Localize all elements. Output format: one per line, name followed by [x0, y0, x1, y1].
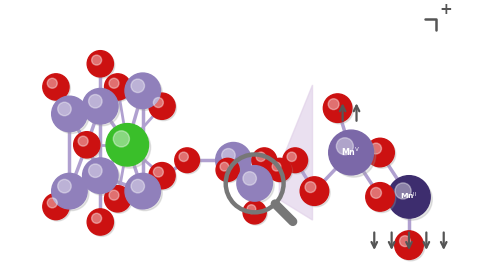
Circle shape [237, 166, 272, 201]
Circle shape [87, 51, 113, 77]
Circle shape [397, 233, 425, 261]
Circle shape [89, 164, 102, 177]
Circle shape [109, 78, 119, 88]
Circle shape [85, 160, 120, 195]
Circle shape [45, 195, 71, 221]
Circle shape [336, 138, 353, 155]
Circle shape [287, 152, 296, 161]
Circle shape [216, 158, 239, 181]
Circle shape [370, 143, 382, 154]
Circle shape [218, 160, 241, 183]
Circle shape [283, 148, 308, 172]
Circle shape [243, 172, 256, 185]
Circle shape [366, 138, 394, 167]
Circle shape [153, 167, 163, 177]
Circle shape [125, 73, 161, 108]
Circle shape [51, 96, 87, 132]
Circle shape [106, 188, 132, 213]
Circle shape [106, 76, 132, 101]
Circle shape [151, 95, 176, 121]
Circle shape [127, 76, 162, 110]
Circle shape [388, 176, 430, 218]
Circle shape [74, 132, 100, 158]
Circle shape [272, 162, 281, 171]
Circle shape [243, 201, 266, 224]
Circle shape [43, 74, 69, 100]
Circle shape [268, 158, 291, 181]
Circle shape [176, 150, 201, 174]
Circle shape [300, 177, 329, 205]
Circle shape [323, 94, 352, 123]
Circle shape [125, 173, 161, 209]
Circle shape [54, 176, 89, 211]
Circle shape [104, 186, 131, 212]
Circle shape [328, 99, 339, 110]
Circle shape [89, 52, 115, 78]
Polygon shape [279, 85, 313, 220]
Circle shape [247, 205, 256, 214]
Circle shape [85, 91, 120, 126]
Circle shape [220, 162, 229, 171]
Circle shape [366, 183, 394, 211]
Circle shape [399, 236, 411, 246]
Circle shape [285, 150, 309, 174]
Circle shape [153, 97, 163, 108]
Circle shape [131, 79, 145, 92]
Circle shape [179, 152, 188, 161]
Circle shape [252, 148, 277, 172]
Circle shape [395, 231, 423, 259]
Text: Mn$^{\mathsf{V}}$: Mn$^{\mathsf{V}}$ [342, 145, 361, 158]
Circle shape [175, 148, 199, 172]
Circle shape [302, 179, 330, 207]
Circle shape [45, 76, 71, 101]
Text: +: + [439, 2, 452, 17]
Circle shape [75, 134, 101, 159]
Circle shape [104, 74, 131, 100]
Circle shape [89, 211, 115, 237]
Circle shape [87, 209, 113, 235]
Circle shape [149, 93, 175, 119]
Circle shape [106, 124, 148, 166]
Circle shape [109, 127, 150, 168]
Circle shape [395, 183, 411, 199]
Circle shape [151, 164, 176, 190]
Circle shape [240, 168, 274, 203]
Circle shape [113, 131, 129, 147]
Circle shape [92, 213, 101, 223]
Circle shape [149, 163, 175, 189]
Circle shape [82, 89, 118, 124]
Circle shape [58, 179, 71, 193]
Circle shape [109, 190, 119, 200]
Circle shape [47, 78, 57, 88]
Circle shape [254, 150, 278, 174]
Circle shape [256, 152, 266, 161]
Circle shape [131, 179, 145, 193]
Circle shape [47, 198, 57, 208]
Circle shape [92, 55, 101, 65]
Circle shape [89, 94, 102, 108]
Circle shape [305, 182, 316, 193]
Circle shape [332, 133, 376, 177]
Circle shape [43, 193, 69, 220]
Circle shape [391, 179, 432, 220]
Circle shape [245, 202, 268, 225]
Circle shape [82, 158, 118, 193]
Text: Mn$^{\mathsf{II}}$: Mn$^{\mathsf{II}}$ [400, 190, 417, 202]
Circle shape [216, 142, 251, 178]
Circle shape [127, 176, 162, 211]
Circle shape [370, 187, 382, 198]
Circle shape [270, 160, 293, 183]
Circle shape [325, 96, 353, 124]
Circle shape [218, 145, 253, 180]
Circle shape [368, 185, 396, 213]
Circle shape [221, 148, 235, 162]
Circle shape [54, 99, 89, 134]
Circle shape [78, 136, 88, 146]
Circle shape [51, 173, 87, 209]
Circle shape [329, 130, 373, 175]
Circle shape [58, 102, 71, 116]
Circle shape [368, 140, 396, 168]
